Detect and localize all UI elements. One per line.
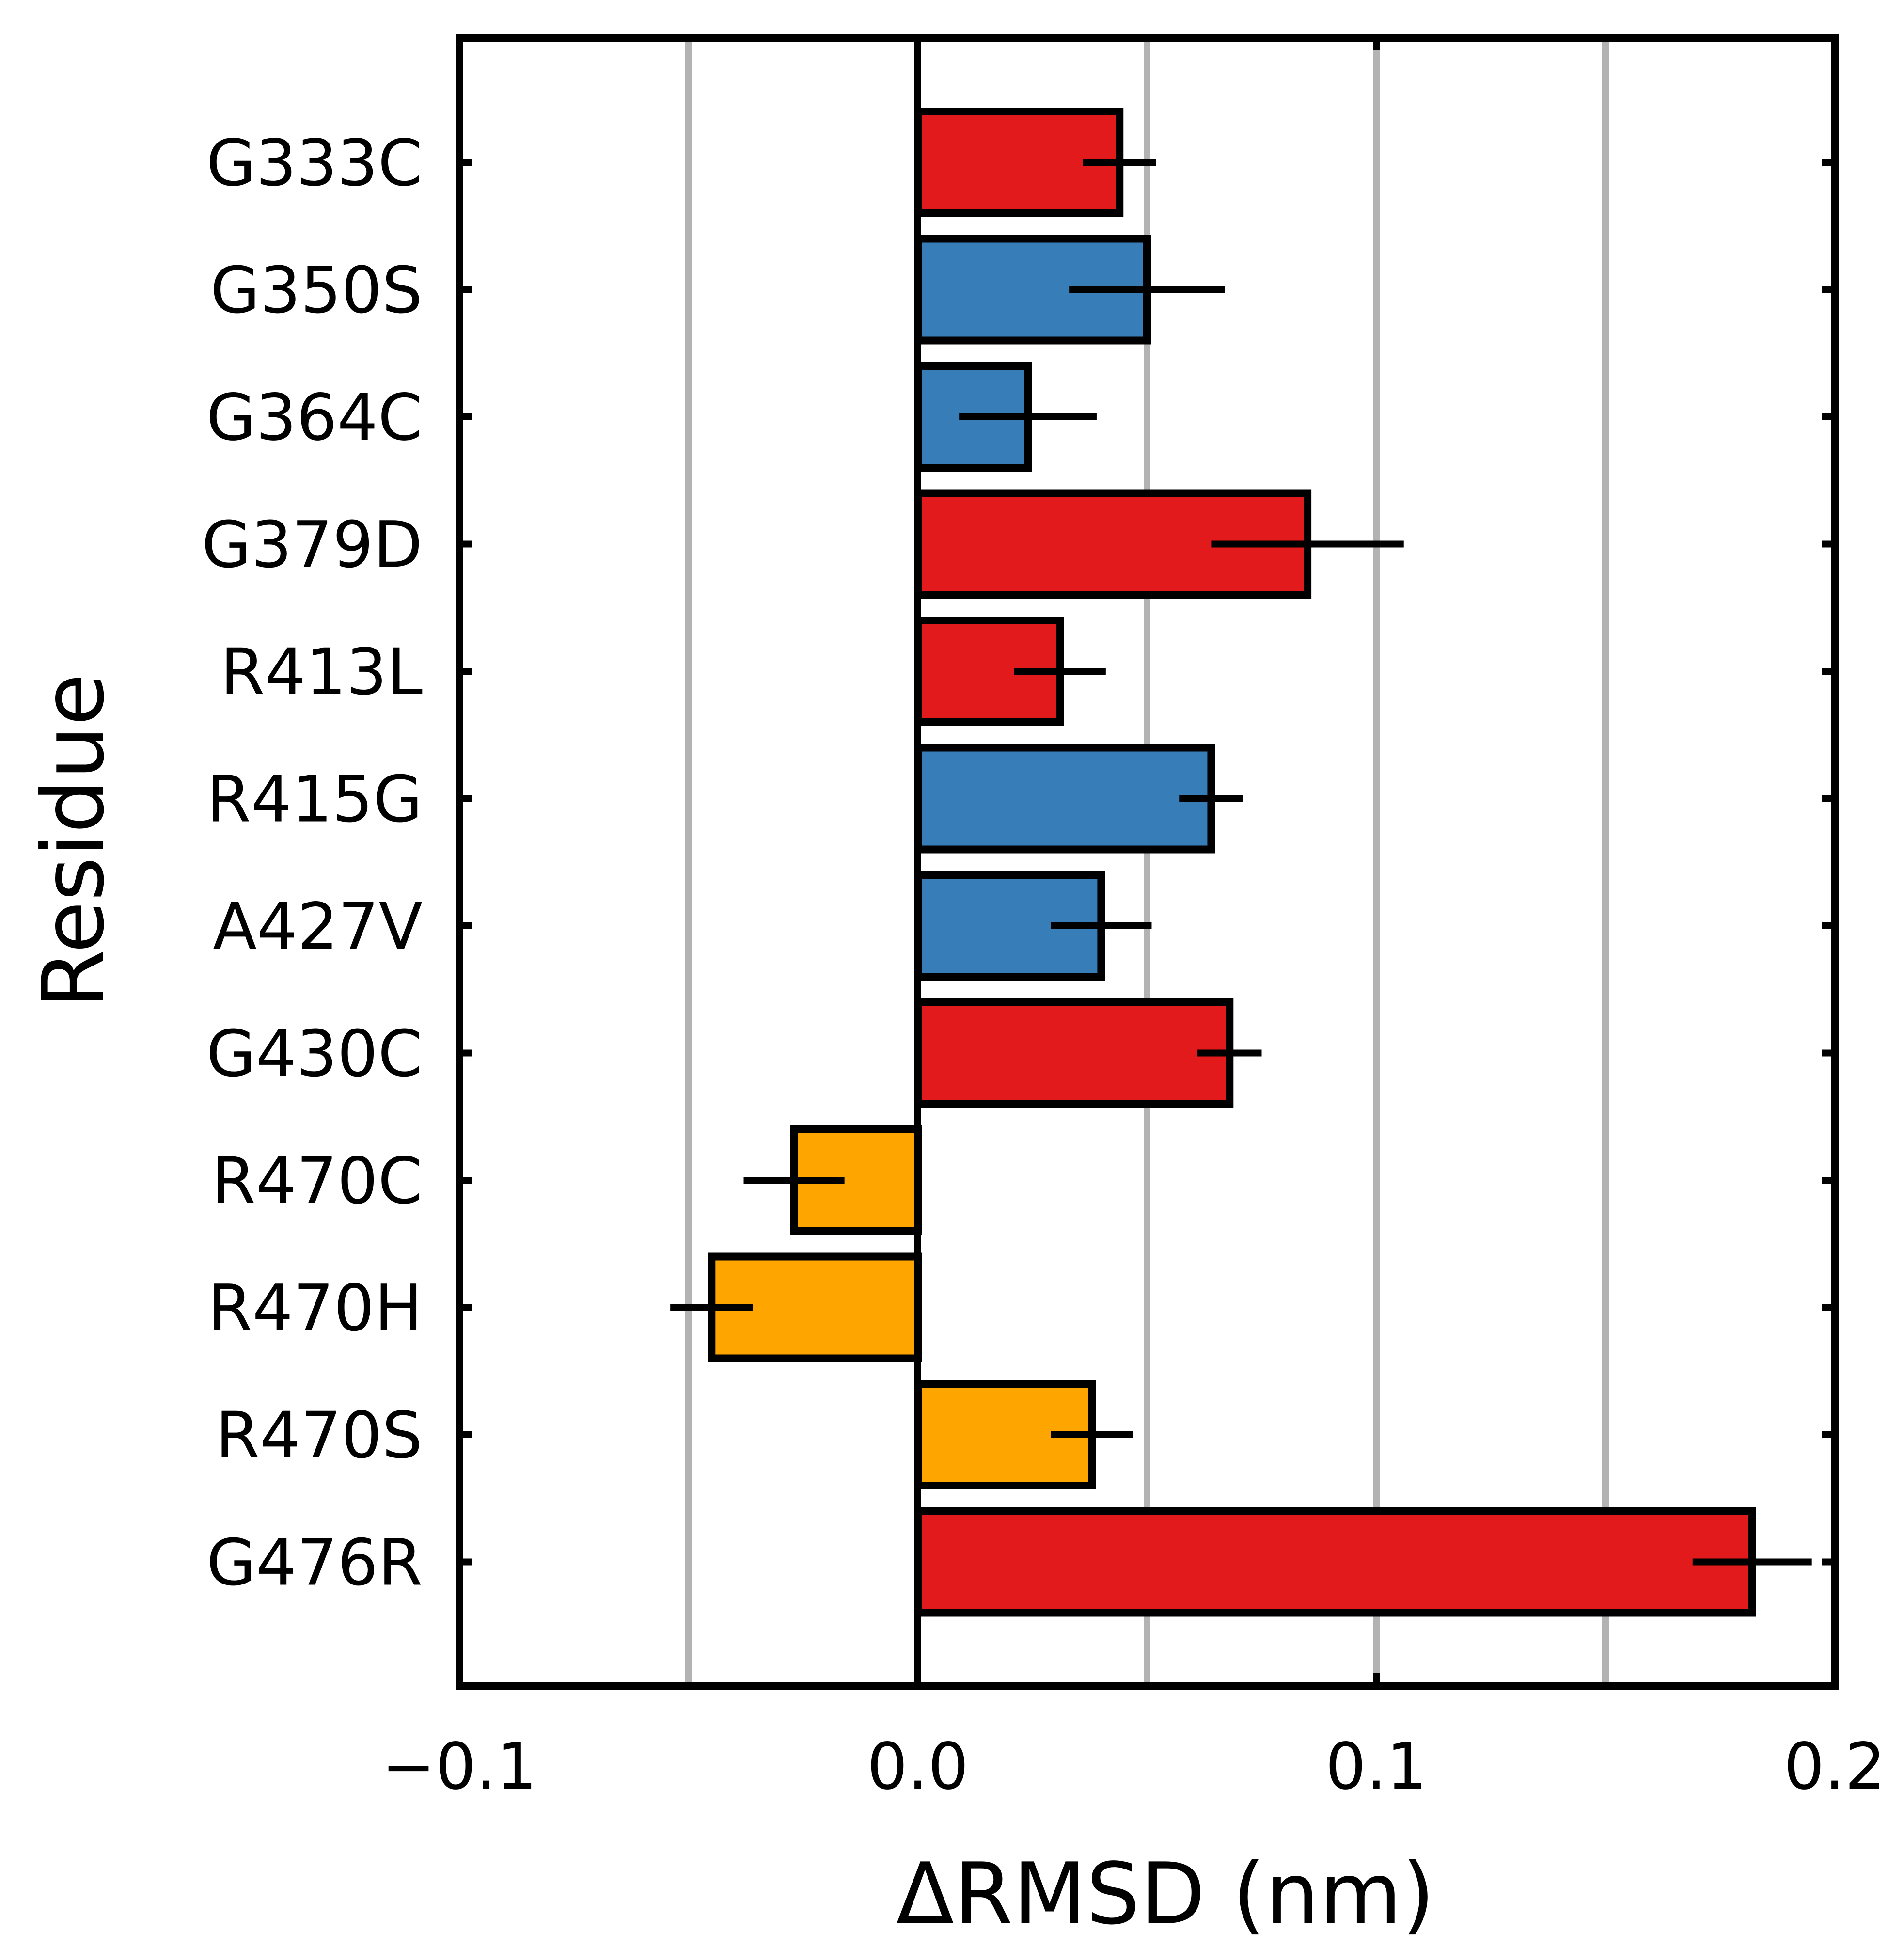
y-tick-label-R413L: R413L <box>220 635 423 710</box>
bar-G476R <box>914 1507 1756 1617</box>
bar-G430C <box>914 998 1234 1108</box>
y-tick-label-G476R: G476R <box>206 1526 423 1600</box>
y-tick-label-A427V: A427V <box>213 889 423 964</box>
x-tick-label-3: 0.2 <box>1784 1729 1886 1804</box>
y-tick-label-G364C: G364C <box>206 380 423 455</box>
x-tick-label-0: −0.1 <box>382 1729 537 1804</box>
bar-R415G <box>914 744 1215 854</box>
y-tick-label-G350S: G350S <box>210 253 423 328</box>
bars <box>708 108 1756 1617</box>
plot-frame <box>456 34 1839 1690</box>
y-tick-label-R470S: R470S <box>216 1398 423 1473</box>
y-tick-label-R470C: R470C <box>211 1144 423 1219</box>
y-axis-label: Residue <box>25 674 123 1009</box>
x-tick-label-2: 0.1 <box>1325 1729 1427 1804</box>
y-tick-label-R470H: R470H <box>208 1271 423 1346</box>
error-bars <box>670 111 1812 1613</box>
y-tick-label-G333C: G333C <box>206 126 423 201</box>
y-tick-label-G430C: G430C <box>206 1017 423 1092</box>
x-tick-label-1: 0.0 <box>867 1729 969 1804</box>
ticks <box>456 38 1838 1686</box>
plot-frame-group <box>456 34 1839 1690</box>
tick-labels: −0.1 0.0 0.1 0.2 G333C G350S G364C G379D R413L R4… <box>202 126 1886 1804</box>
y-tick-label-G379D: G379D <box>202 508 423 583</box>
y-tick-label-R415G: R415G <box>206 762 423 837</box>
x-axis-label: ΔRMSD (nm) <box>896 1845 1435 1944</box>
